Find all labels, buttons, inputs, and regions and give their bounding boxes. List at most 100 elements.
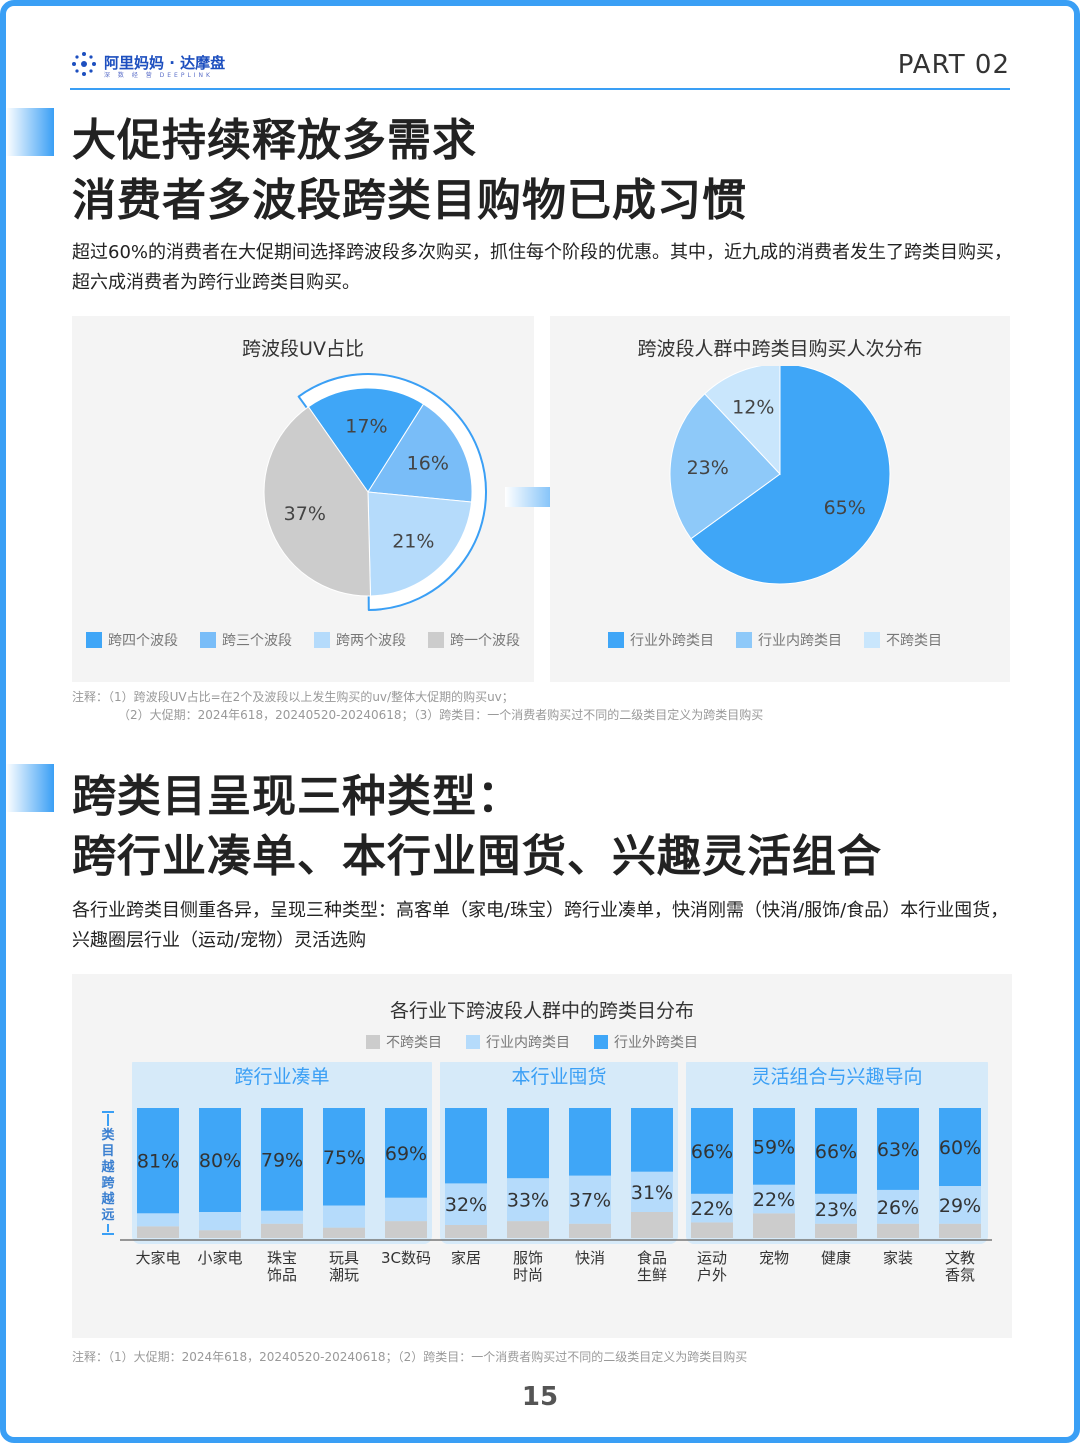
pie1-slice (307, 387, 425, 493)
logo-text: 阿里妈妈 · 达摩盘 (104, 54, 226, 72)
bar-segment-none (199, 1230, 241, 1238)
bar-legend-item: 行业外跨类目 (594, 1032, 698, 1052)
bar-label-out: 63% (877, 1139, 919, 1161)
pie2-slice (703, 366, 781, 476)
bar-category-label: 文教香氛 (945, 1249, 975, 1284)
bar-category-label: 大家电 (135, 1249, 180, 1267)
pie2-legend-item: 行业外跨类目 (608, 630, 714, 650)
bar-category-label: 家居 (451, 1249, 481, 1267)
bar-segment-out (261, 1108, 303, 1211)
bar-category-label: 快消 (575, 1249, 605, 1267)
bar-category-label: 食品生鲜 (637, 1249, 667, 1284)
pie1-title: 跨波段UV占比 (242, 338, 364, 360)
bar-label-in: 31% (631, 1182, 673, 1204)
bar-segment-out (385, 1108, 427, 1198)
bar-label-in: 22% (753, 1189, 795, 1211)
bar-segment-out (445, 1108, 487, 1184)
bar-segment-out (815, 1108, 857, 1194)
bar-segment-in (753, 1184, 795, 1214)
bar-card: 各行业下跨波段人群中的跨类目分布 不跨类目 行业内跨类目 行业外跨类目 类目越跨… (72, 974, 1012, 1338)
bar-title: 各行业下跨波段人群中的跨类目分布 (389, 1000, 694, 1022)
group-title: 本行业囤货 (511, 1066, 606, 1088)
bar-segment-in (199, 1212, 241, 1231)
bar-label-out: 79% (261, 1149, 303, 1171)
pie1-slice-label: 17% (345, 415, 387, 437)
pie1-slice-label: 37% (284, 503, 326, 525)
bar-segment-in (385, 1197, 427, 1222)
pie2-legend: 行业外跨类目 行业内跨类目 不跨类目 (608, 630, 942, 650)
pie1-slice-label: 21% (392, 531, 434, 553)
bar-category-label: 宠物 (759, 1249, 789, 1267)
bar-segment-in (323, 1205, 365, 1228)
bar-segment-out (137, 1108, 179, 1214)
bar-segment-in (507, 1178, 549, 1222)
group-bg (440, 1062, 678, 1244)
pie1-slice (263, 406, 372, 597)
pie2-legend-label: 行业内跨类目 (758, 633, 842, 649)
bar-segment-out (877, 1108, 919, 1190)
bar-label-out: 59% (753, 1136, 795, 1158)
pie1-chart: 17% 16% 21% 37% (263, 373, 487, 611)
section2-note: 注释：（1）大促期：2024年618，20240520-20240618；（2）… (72, 1350, 748, 1364)
bar-label-out: 75% (323, 1147, 365, 1169)
bar-segment-none (877, 1223, 919, 1238)
part-label: PART 02 (897, 50, 1010, 80)
section2-title-line2: 跨行业凑单、本行业囤货、兴趣灵活组合 (72, 831, 882, 882)
bar-category-label: 服饰时尚 (513, 1249, 543, 1284)
pie2-legend-item: 不跨类目 (864, 630, 942, 650)
section1-note-line1: 注释：（1）跨波段UV占比=在2个及波段以上发生购买的uv/整体大促期的购买uv… (72, 690, 514, 704)
bar-segment-in (815, 1193, 857, 1224)
pie1-slice (367, 491, 473, 597)
bar-segment-out (691, 1108, 733, 1194)
bar-segment-none (569, 1223, 611, 1238)
bar-segment-none (445, 1225, 487, 1238)
bar-legend-label: 行业内跨类目 (486, 1035, 570, 1051)
bar-segment-none (691, 1222, 733, 1238)
y-axis-label-bg (100, 1126, 116, 1224)
bar-label-in: 32% (445, 1194, 487, 1216)
bar-segment-none (261, 1223, 303, 1238)
section1-accent (6, 108, 54, 156)
bar-segment-out (199, 1108, 241, 1212)
pie2-title: 跨波段人群中跨类目购买人次分布 (637, 338, 923, 360)
bar-segment-out (569, 1108, 611, 1176)
bar-segment-out (507, 1108, 549, 1179)
pie2-slice (669, 393, 781, 540)
pie2-card: 跨波段人群中跨类目购买人次分布 65% 23% 12% 行业外跨类目 行业内跨类目 … (550, 316, 1010, 682)
bar-chart: 类目越跨越远 跨行业凑单 81% 大家电 80% 小家电 79% 珠宝饰品 75% 玩具潮玩 69%… (100, 1062, 992, 1284)
pie1-card: 跨波段UV占比 17% 16% 21% 37% 跨四个波段 跨三个波段 跨两个波段 跨… (72, 316, 534, 682)
pie1-slice-label: 16% (407, 453, 449, 475)
bar-segment-out (753, 1108, 795, 1185)
bar-category-label: 运动户外 (697, 1249, 727, 1284)
bar-segment-none (137, 1226, 179, 1238)
bar-segment-in (631, 1171, 673, 1212)
pie1-legend-label: 跨一个波段 (450, 633, 520, 649)
bar-label-in: 29% (939, 1195, 981, 1217)
bar-legend-label: 行业外跨类目 (614, 1035, 698, 1051)
logo-subtext: 深 数 经 营 DEEPLINK (104, 72, 213, 79)
pie2-legend-label: 不跨类目 (886, 633, 942, 649)
bar-label-out: 80% (199, 1150, 241, 1172)
bar-category-label: 家装 (883, 1249, 913, 1267)
bar-segment-out (939, 1108, 981, 1186)
pie2-slice-label: 12% (732, 396, 774, 418)
bar-segment-out (323, 1108, 365, 1206)
bar-segment-in (939, 1186, 981, 1224)
bar-legend-item: 不跨类目 (366, 1032, 442, 1052)
logo: 阿里妈妈 · 达摩盘 深 数 经 营 DEEPLINK (70, 50, 250, 80)
bar-label-out: 81% (137, 1151, 179, 1173)
bar-segment-none (385, 1221, 427, 1238)
logo-dots-icon (72, 52, 96, 76)
header-divider (70, 88, 1010, 90)
pie2-legend-item: 行业内跨类目 (736, 630, 842, 650)
pie2-chart: 65% 23% 12% (669, 366, 891, 585)
bar-label-in: 23% (815, 1199, 857, 1221)
bar-segment-in (569, 1175, 611, 1224)
bar-segment-none (507, 1221, 549, 1238)
pie2-slice-label: 65% (824, 497, 866, 519)
section1-title-line1: 大促持续释放多需求 (72, 115, 477, 166)
bar-segment-none (815, 1223, 857, 1238)
bar-segment-none (753, 1213, 795, 1238)
pie1-legend-label: 跨三个波段 (222, 633, 292, 649)
bar-segment-in (691, 1193, 733, 1223)
